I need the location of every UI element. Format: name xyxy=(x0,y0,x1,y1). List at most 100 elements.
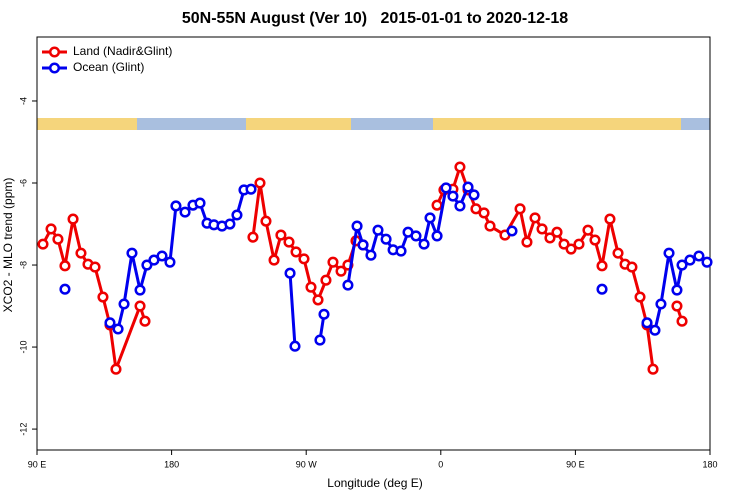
x-tick-label: 180 xyxy=(164,459,179,469)
point xyxy=(327,256,339,268)
y-tick-label: -6 xyxy=(18,179,28,187)
y-axis-label: XCO2 - MLO trend (ppm) xyxy=(1,178,15,313)
point xyxy=(289,340,301,352)
point xyxy=(335,265,347,277)
point xyxy=(418,238,430,250)
y-tick-label: -12 xyxy=(18,423,28,436)
plot-frame xyxy=(36,36,711,451)
point xyxy=(141,259,153,271)
point xyxy=(454,200,466,212)
land-band xyxy=(246,118,351,130)
point xyxy=(59,260,71,272)
point xyxy=(59,283,71,295)
point xyxy=(529,212,541,224)
legend-marker xyxy=(48,62,61,74)
point xyxy=(596,283,608,295)
point xyxy=(170,200,182,212)
point xyxy=(67,213,79,225)
point xyxy=(470,203,482,215)
point xyxy=(247,231,259,243)
point xyxy=(45,223,57,235)
point xyxy=(671,284,683,296)
point xyxy=(148,254,160,266)
point xyxy=(596,260,608,272)
point xyxy=(110,363,122,375)
point xyxy=(97,291,109,303)
point xyxy=(612,247,624,259)
x-tick-label: 0 xyxy=(438,459,443,469)
point xyxy=(342,279,354,291)
point xyxy=(676,315,688,327)
land-band xyxy=(37,118,137,130)
point xyxy=(551,226,563,238)
point xyxy=(139,315,151,327)
point xyxy=(224,218,236,230)
point xyxy=(424,212,436,224)
point xyxy=(75,247,87,259)
legend-label: Land (Nadir&Glint) xyxy=(73,44,172,58)
point xyxy=(684,254,696,266)
point xyxy=(604,213,616,225)
point xyxy=(318,308,330,320)
point xyxy=(164,256,176,268)
land-band xyxy=(433,118,681,130)
point xyxy=(283,236,295,248)
x-axis-label: Longitude (deg E) xyxy=(327,476,422,490)
point xyxy=(536,223,548,235)
point xyxy=(134,284,146,296)
point xyxy=(410,230,422,242)
point xyxy=(558,238,570,250)
point xyxy=(126,247,138,259)
point xyxy=(254,177,266,189)
chart-title: 50N-55N August (Ver 10) 2015-01-01 to 20… xyxy=(182,10,568,27)
point xyxy=(626,261,638,273)
point xyxy=(312,294,324,306)
point xyxy=(357,239,369,251)
point xyxy=(179,206,191,218)
point xyxy=(395,245,407,257)
point xyxy=(647,363,659,375)
point xyxy=(573,238,585,250)
point xyxy=(314,334,326,346)
point xyxy=(454,161,466,173)
point xyxy=(290,246,302,258)
x-tick-label: 90 E xyxy=(566,459,585,469)
legend-label: Ocean (Glint) xyxy=(73,60,144,74)
point xyxy=(676,259,688,271)
point xyxy=(649,324,661,336)
point xyxy=(134,300,146,312)
point xyxy=(506,225,518,237)
point xyxy=(478,207,490,219)
legend-marker xyxy=(48,46,61,58)
point xyxy=(634,291,646,303)
point xyxy=(118,298,130,310)
y-tick-label: -4 xyxy=(18,97,28,105)
point xyxy=(641,317,653,329)
point xyxy=(260,215,272,227)
point xyxy=(231,209,243,221)
point xyxy=(156,250,168,262)
point xyxy=(582,224,594,236)
point xyxy=(194,197,206,209)
point xyxy=(431,199,443,211)
point xyxy=(693,250,705,262)
point xyxy=(589,234,601,246)
point xyxy=(320,274,332,286)
point xyxy=(104,317,116,329)
point xyxy=(671,300,683,312)
point xyxy=(268,254,280,266)
point xyxy=(365,249,377,261)
point xyxy=(447,190,459,202)
point xyxy=(380,233,392,245)
point xyxy=(431,230,443,242)
point xyxy=(462,181,474,193)
point xyxy=(521,236,533,248)
point xyxy=(37,238,49,250)
point xyxy=(52,233,64,245)
point xyxy=(372,224,384,236)
point xyxy=(468,189,480,201)
series-line xyxy=(41,165,684,371)
point xyxy=(655,298,667,310)
point xyxy=(544,232,556,244)
